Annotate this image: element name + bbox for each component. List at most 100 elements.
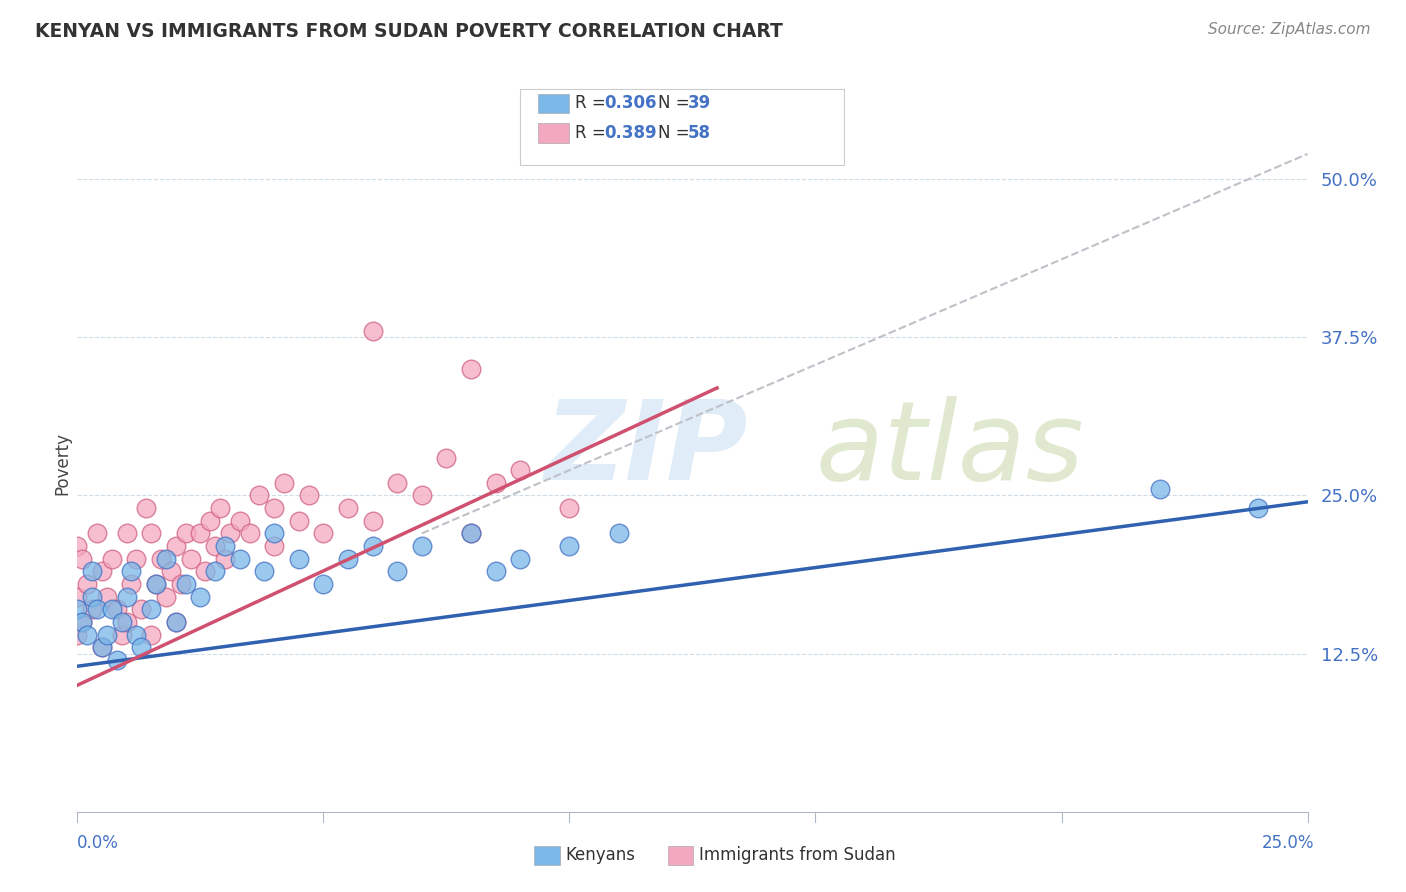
Point (485, 475, 508, 490)
Point (90, 640, 114, 655)
Point (121, 577, 143, 591)
Text: 39: 39 (688, 95, 711, 112)
Point (111, 627, 132, 641)
Text: Kenyans: Kenyans (565, 846, 636, 863)
Y-axis label: Poverty: Poverty (53, 433, 72, 495)
Point (460, 362, 482, 376)
Point (411, 539, 433, 553)
Point (90, 640, 114, 655)
Point (82, 602, 104, 616)
Point (66, 627, 89, 641)
Point (607, 526, 630, 541)
Point (228, 514, 252, 528)
Point (66, 602, 89, 616)
Text: R =: R = (575, 124, 612, 142)
Point (165, 615, 187, 629)
Point (129, 602, 153, 616)
Point (288, 514, 311, 528)
Point (165, 539, 187, 553)
Point (141, 602, 163, 616)
Text: atlas: atlas (815, 396, 1084, 503)
Point (361, 514, 384, 528)
Point (312, 526, 335, 541)
Point (200, 514, 222, 528)
Point (70, 551, 93, 566)
Point (337, 501, 360, 516)
Point (90, 565, 114, 579)
Point (111, 615, 132, 629)
Point (96, 590, 118, 604)
Point (273, 475, 295, 490)
Point (70, 615, 93, 629)
Text: 58: 58 (688, 124, 710, 142)
Text: N =: N = (658, 124, 695, 142)
Point (228, 551, 252, 566)
Point (101, 602, 124, 616)
Point (209, 501, 232, 516)
Point (76, 577, 98, 591)
Point (204, 565, 226, 579)
Point (263, 526, 285, 541)
Point (214, 539, 236, 553)
Text: 0.306: 0.306 (605, 95, 657, 112)
Point (82, 590, 104, 604)
Point (460, 526, 482, 541)
Point (558, 501, 581, 516)
Point (105, 602, 128, 616)
Point (312, 577, 335, 591)
Point (180, 551, 202, 566)
Text: Source: ZipAtlas.com: Source: ZipAtlas.com (1208, 22, 1371, 37)
Text: 0.389: 0.389 (605, 124, 657, 142)
Point (249, 488, 271, 502)
Point (174, 577, 197, 591)
Point (145, 577, 167, 591)
Point (105, 653, 128, 667)
Point (174, 526, 197, 541)
Point (170, 577, 193, 591)
Point (150, 551, 173, 566)
Text: N =: N = (658, 95, 695, 112)
Point (1247, 501, 1270, 516)
Point (125, 627, 148, 641)
Point (188, 590, 212, 604)
Point (361, 324, 384, 338)
Point (411, 488, 433, 502)
Point (385, 565, 409, 579)
Point (86, 526, 108, 541)
Text: 25.0%: 25.0% (1263, 834, 1315, 852)
Point (96, 627, 118, 641)
Point (86, 602, 108, 616)
Point (385, 475, 409, 490)
Point (239, 526, 262, 541)
Point (66, 539, 89, 553)
Point (509, 463, 531, 477)
Text: Immigrants from Sudan: Immigrants from Sudan (699, 846, 896, 863)
Point (165, 615, 187, 629)
Point (115, 526, 138, 541)
Point (70, 615, 93, 629)
Point (263, 501, 285, 516)
Point (263, 539, 285, 553)
Point (129, 640, 153, 655)
Point (288, 551, 311, 566)
Point (121, 565, 143, 579)
Point (82, 565, 104, 579)
Point (509, 551, 531, 566)
Point (194, 565, 217, 579)
Point (145, 577, 167, 591)
Point (66, 590, 89, 604)
Text: R =: R = (575, 95, 612, 112)
Point (101, 551, 124, 566)
Point (485, 565, 508, 579)
Point (214, 551, 236, 566)
Point (1149, 482, 1171, 496)
Point (361, 539, 384, 553)
Point (436, 450, 458, 465)
Text: ZIP: ZIP (546, 396, 748, 503)
Point (155, 590, 177, 604)
Point (188, 526, 212, 541)
Point (204, 539, 226, 553)
Point (337, 551, 360, 566)
Point (125, 551, 148, 566)
Point (115, 590, 138, 604)
